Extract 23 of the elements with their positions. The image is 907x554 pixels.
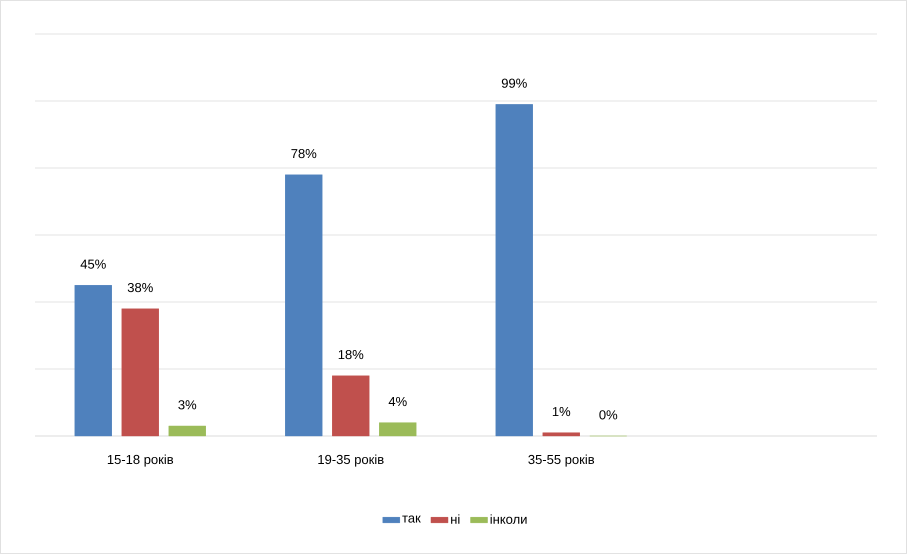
x-tick-label: 19-35 років <box>318 454 384 467</box>
data-label: 99% <box>502 78 527 88</box>
bar <box>332 376 370 436</box>
data-label: 4% <box>388 396 407 406</box>
data-label: 78% <box>291 148 316 158</box>
x-tick-label: 35-55 років <box>528 454 594 467</box>
legend-label: ні <box>451 514 460 524</box>
x-tick-label: 15-18 років <box>108 454 174 467</box>
bar <box>168 426 206 436</box>
legend-label: інколи <box>490 514 527 524</box>
legend-label: так <box>402 516 421 523</box>
data-label: 0% <box>599 410 618 420</box>
data-label: 1% <box>552 407 570 416</box>
bar <box>496 104 533 436</box>
data-label: 38% <box>128 282 153 292</box>
bar <box>122 308 159 436</box>
data-label: 18% <box>338 350 364 360</box>
data-label: 45% <box>80 260 106 269</box>
data-label: 3% <box>178 400 196 410</box>
bar <box>285 174 322 436</box>
bar <box>542 432 580 436</box>
bar <box>379 422 416 436</box>
bar <box>74 285 112 436</box>
